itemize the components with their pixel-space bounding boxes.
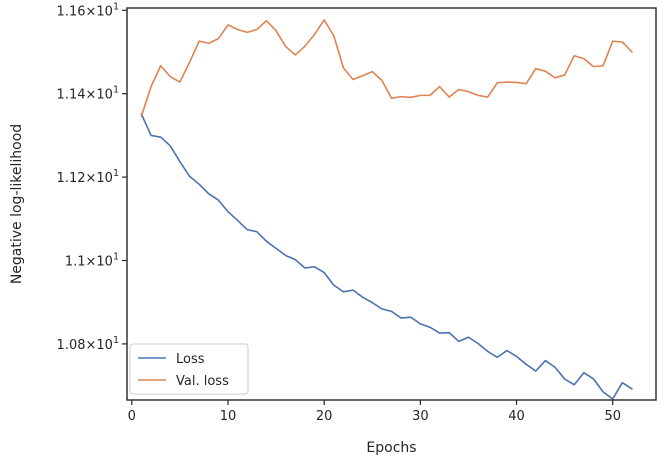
y-tick-mantissa: 1.14: [57, 88, 86, 103]
y-tick-mantissa: 1.12: [57, 171, 86, 186]
x-tick-label: 50: [604, 409, 621, 424]
y-tick-base: 10: [96, 171, 113, 186]
x-tick-label: 30: [412, 409, 429, 424]
y-tick-base: 10: [96, 88, 113, 103]
y-tick-mantissa: 1.16: [57, 4, 86, 19]
series-layer: [140, 19, 633, 400]
x-tick-label: 20: [316, 409, 333, 424]
legend-box: [129, 343, 249, 395]
y-tick-exponent: 1: [113, 335, 119, 346]
y-tick-base: 10: [96, 338, 113, 353]
x-tick-label: 0: [128, 409, 136, 424]
y-tick-label: 1.1×101: [65, 252, 119, 270]
y-tick-exponent: 1: [113, 168, 119, 179]
legend: Loss Val. loss: [129, 343, 249, 395]
y-tick-label: 1.08×101: [57, 335, 119, 353]
y-tick-times: ×: [86, 88, 97, 103]
legend-label: Loss: [176, 352, 205, 367]
y-tick-times: ×: [86, 338, 97, 353]
y-tick-mantissa: 1.1: [65, 255, 86, 270]
y-tick-times: ×: [86, 171, 97, 186]
legend-label: Val. loss: [176, 374, 229, 389]
y-tick-exponent: 1: [113, 252, 119, 263]
y-tick-exponent: 1: [113, 1, 119, 12]
series-line-val-loss: [140, 19, 633, 118]
y-tick-label: 1.16×101: [57, 1, 119, 19]
series-line-loss: [140, 113, 633, 400]
x-axis-title: Epochs: [366, 440, 416, 456]
y-tick-base: 10: [96, 255, 113, 270]
y-tick-mantissa: 1.08: [57, 338, 86, 353]
y-tick-exponent: 1: [113, 85, 119, 96]
y-tick-times: ×: [86, 255, 97, 270]
y-tick-base: 10: [96, 4, 113, 19]
x-tick-label: 10: [220, 409, 237, 424]
y-axis-title: Negative log-likelihood: [9, 124, 25, 284]
plot-frame: [126, 7, 657, 401]
y-tick-times: ×: [86, 4, 97, 19]
y-tick-label: 1.12×101: [57, 168, 119, 186]
x-axis-ticks: 0 10 20 30 40 50: [128, 400, 621, 424]
x-tick-label: 40: [508, 409, 525, 424]
y-tick-label: 1.14×101: [57, 85, 119, 103]
